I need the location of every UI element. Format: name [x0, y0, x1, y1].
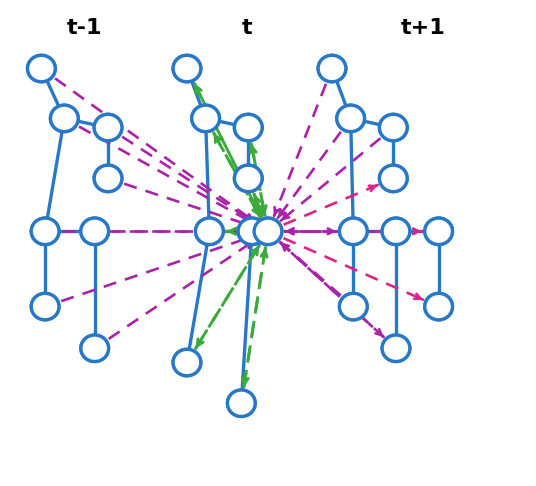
Circle shape — [254, 218, 282, 244]
Circle shape — [339, 218, 367, 244]
Circle shape — [234, 165, 262, 191]
Circle shape — [50, 105, 78, 132]
Circle shape — [81, 335, 109, 362]
Circle shape — [27, 55, 55, 82]
Circle shape — [379, 114, 407, 141]
Circle shape — [31, 218, 59, 244]
Circle shape — [382, 335, 410, 362]
Circle shape — [234, 114, 262, 141]
Circle shape — [192, 105, 219, 132]
Circle shape — [339, 218, 367, 244]
Circle shape — [94, 114, 122, 141]
Circle shape — [94, 165, 122, 191]
Circle shape — [31, 294, 59, 320]
Circle shape — [337, 105, 364, 132]
Circle shape — [339, 294, 367, 320]
Circle shape — [382, 218, 410, 244]
Circle shape — [382, 218, 410, 244]
Circle shape — [337, 105, 364, 132]
Circle shape — [173, 55, 201, 82]
Circle shape — [196, 218, 223, 244]
Circle shape — [173, 349, 201, 376]
Circle shape — [379, 165, 407, 191]
Circle shape — [425, 218, 452, 244]
Text: t+1: t+1 — [400, 18, 445, 38]
Circle shape — [81, 218, 109, 244]
Text: t: t — [241, 18, 252, 38]
Circle shape — [227, 390, 255, 417]
Circle shape — [192, 105, 219, 132]
Circle shape — [173, 349, 201, 376]
Circle shape — [234, 114, 262, 141]
Circle shape — [234, 165, 262, 191]
Circle shape — [238, 218, 266, 244]
Circle shape — [318, 55, 346, 82]
Text: t-1: t-1 — [66, 18, 102, 38]
Circle shape — [425, 218, 452, 244]
Circle shape — [27, 55, 55, 82]
Circle shape — [238, 218, 266, 244]
Circle shape — [31, 218, 59, 244]
Circle shape — [339, 294, 367, 320]
Circle shape — [94, 114, 122, 141]
Circle shape — [81, 218, 109, 244]
Circle shape — [425, 294, 452, 320]
Circle shape — [50, 105, 78, 132]
Circle shape — [81, 335, 109, 362]
Circle shape — [31, 294, 59, 320]
Circle shape — [379, 165, 407, 191]
Circle shape — [382, 335, 410, 362]
Circle shape — [227, 390, 255, 417]
Circle shape — [173, 55, 201, 82]
Circle shape — [196, 218, 223, 244]
Circle shape — [254, 218, 282, 244]
Circle shape — [379, 114, 407, 141]
Circle shape — [318, 55, 346, 82]
Circle shape — [425, 294, 452, 320]
Circle shape — [94, 165, 122, 191]
